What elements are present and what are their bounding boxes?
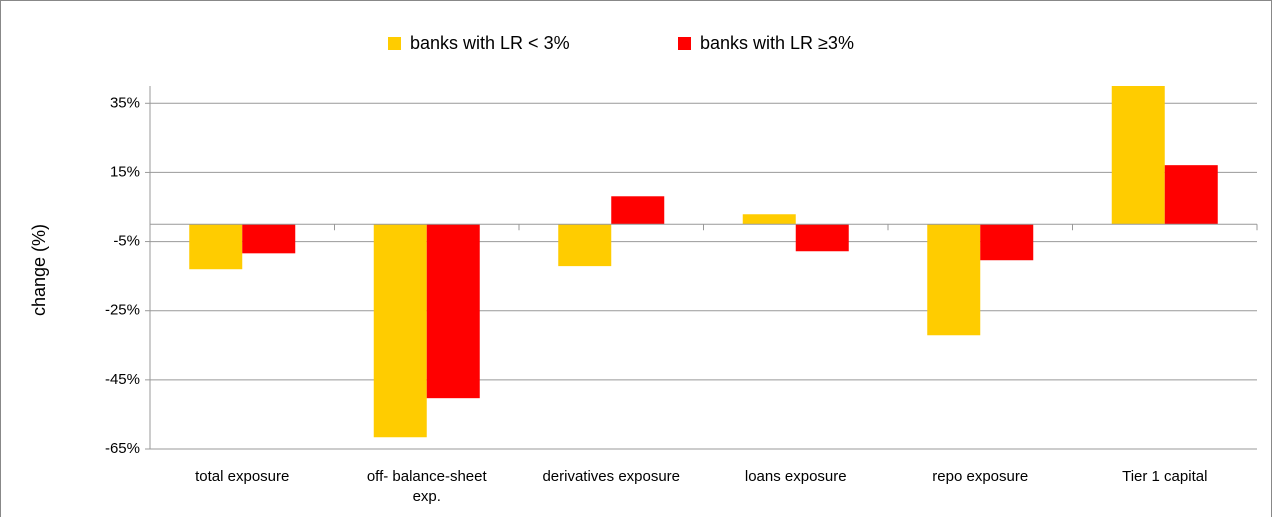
bar (795, 224, 849, 252)
bar (558, 224, 612, 267)
x-tick-label: off- balance-sheet exp. (366, 468, 487, 505)
y-tick-label: -25% (105, 302, 140, 319)
bar (1164, 165, 1218, 225)
y-tick-label: 35% (110, 94, 140, 111)
bar (927, 224, 981, 336)
bar (426, 224, 480, 399)
bar (373, 224, 427, 438)
bar (189, 224, 243, 270)
y-tick-label: -45% (105, 371, 140, 388)
x-tick-label: repo exposure (932, 468, 1029, 485)
y-tick-label: -5% (113, 233, 140, 250)
y-axis-label: change (%) (29, 224, 49, 316)
y-tick-label: 15% (110, 163, 140, 180)
x-tick-label: Tier 1 capital (1122, 468, 1208, 485)
x-tick-label: total exposure (195, 468, 290, 485)
legend-swatch (388, 37, 401, 50)
legend-swatch (678, 37, 691, 50)
bar (742, 214, 796, 225)
x-tick-label: loans exposure (744, 468, 847, 485)
y-tick-label: -65% (105, 440, 140, 457)
bar (242, 224, 296, 254)
legend-label: banks with LR < 3% (410, 33, 570, 53)
legend-label: banks with LR ≥3% (700, 33, 854, 53)
bar (980, 224, 1034, 261)
bar (611, 196, 665, 225)
bar (1111, 86, 1165, 225)
x-tick-label: derivatives exposure (542, 468, 681, 485)
